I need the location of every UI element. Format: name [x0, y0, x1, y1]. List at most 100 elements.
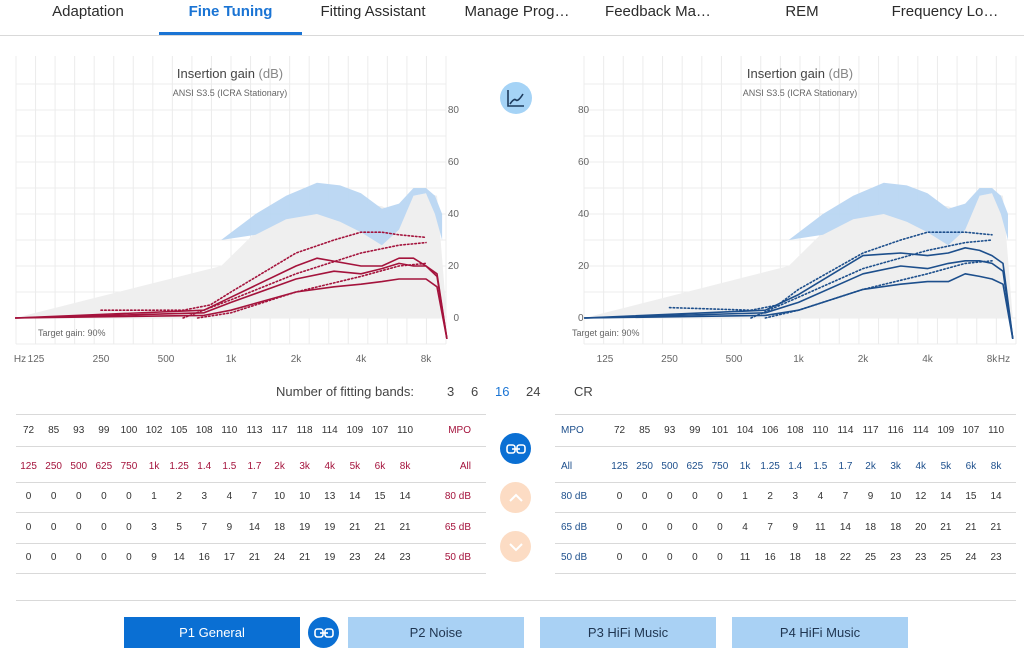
left-gain50-cell[interactable]: 21 — [299, 552, 311, 563]
left-mpo-cell[interactable]: 110 — [221, 425, 238, 436]
right-gain50-cell[interactable]: 18 — [789, 552, 801, 563]
right-gain80-cell[interactable]: 0 — [692, 491, 698, 502]
right-gain65-cell[interactable]: 0 — [666, 522, 673, 533]
right-gain50-cell[interactable]: 11 — [739, 552, 751, 563]
left-gain65-cell[interactable]: 21 — [374, 522, 386, 533]
left-gain50-cell[interactable]: 16 — [198, 552, 210, 563]
fitting-bands-option-24[interactable]: 24 — [526, 384, 541, 399]
left-gain65-cell[interactable]: 9 — [226, 522, 233, 533]
left-gain80-cell[interactable]: 15 — [374, 491, 386, 502]
right-gain80-cell[interactable]: 3 — [792, 491, 799, 502]
left-gain50-cell[interactable]: 0 — [101, 552, 107, 563]
right-gain65-cell[interactable]: 21 — [990, 522, 1002, 533]
left-mpo-cell[interactable]: 114 — [321, 425, 338, 436]
tab-manage-programs[interactable]: Manage Prog… — [464, 3, 570, 20]
left-gain50-cell[interactable]: 21 — [248, 552, 260, 563]
right-freq-cell[interactable]: 250 — [636, 461, 653, 472]
left-mpo-cell[interactable]: 105 — [170, 425, 188, 436]
link-programs-button[interactable] — [308, 617, 339, 648]
left-freq-cell[interactable]: 5k — [349, 461, 361, 472]
left-gain65-cell[interactable]: 7 — [201, 522, 208, 533]
right-gain80-cell[interactable]: 0 — [666, 491, 673, 502]
right-gain65-cell[interactable]: 11 — [815, 522, 826, 533]
right-gain65-cell[interactable]: 4 — [742, 522, 748, 533]
curve-view-toggle-button[interactable] — [500, 82, 532, 114]
right-mpo-cell[interactable]: 114 — [837, 425, 854, 436]
left-mpo-cell[interactable]: 107 — [371, 425, 389, 436]
left-mpo-cell[interactable]: 113 — [246, 425, 263, 436]
left-mpo-cell[interactable]: 99 — [98, 425, 110, 436]
left-gain50-cell[interactable]: 17 — [223, 552, 235, 563]
right-gain65-cell[interactable]: 20 — [915, 522, 927, 533]
right-mpo-cell[interactable]: 106 — [761, 425, 779, 436]
right-gain50-cell[interactable]: 0 — [717, 552, 723, 563]
right-gain80-cell[interactable]: 14 — [940, 491, 952, 502]
right-freq-cell[interactable]: 1.7 — [838, 461, 853, 472]
left-gain50-cell[interactable]: 24 — [273, 552, 286, 563]
left-gain80-cell[interactable]: 14 — [349, 491, 361, 502]
right-gain50-cell[interactable]: 25 — [940, 552, 952, 563]
right-mpo-cell[interactable]: 101 — [711, 425, 729, 436]
right-freq-cell[interactable]: 6k — [965, 461, 977, 472]
tab-fitting-assistant[interactable]: Fitting Assistant — [320, 3, 426, 20]
left-gain65-cell[interactable]: 0 — [75, 522, 82, 533]
right-gain50-cell[interactable]: 23 — [915, 552, 927, 563]
left-gain65-cell[interactable]: 21 — [399, 522, 411, 533]
right-mpo-cell[interactable]: 110 — [812, 425, 829, 436]
right-gain65-cell[interactable]: 0 — [717, 522, 723, 533]
right-gain80-cell[interactable]: 15 — [965, 491, 977, 502]
left-freq-cell[interactable]: 1.5 — [222, 461, 237, 472]
right-gain80-cell[interactable]: 9 — [867, 491, 874, 502]
program-p2-button[interactable]: P2 Noise — [348, 617, 524, 648]
right-gain80-cell[interactable]: 0 — [641, 491, 648, 502]
right-mpo-cell[interactable]: 109 — [937, 425, 955, 436]
right-gain65-cell[interactable]: 0 — [692, 522, 698, 533]
left-gain80-cell[interactable]: 0 — [50, 491, 57, 502]
left-gain80-cell[interactable]: 10 — [273, 491, 286, 502]
right-gain50-cell[interactable]: 23 — [990, 552, 1002, 563]
right-freq-cell[interactable]: 125 — [611, 461, 628, 472]
left-gain80-cell[interactable]: 2 — [176, 491, 182, 502]
left-gain50-cell[interactable]: 14 — [173, 552, 185, 563]
left-mpo-cell[interactable]: 93 — [73, 425, 85, 436]
left-freq-cell[interactable]: 500 — [70, 461, 88, 472]
left-gain65-cell[interactable]: 3 — [151, 522, 157, 533]
right-freq-cell[interactable]: 1k — [739, 461, 751, 472]
right-freq-cell[interactable]: 5k — [940, 461, 952, 472]
compression-ratio-toggle[interactable]: CR — [574, 384, 593, 399]
right-gain50-cell[interactable]: 16 — [764, 552, 776, 563]
right-freq-cell[interactable]: 750 — [711, 461, 729, 472]
left-mpo-cell[interactable]: 117 — [271, 425, 288, 436]
right-gain65-cell[interactable]: 0 — [641, 522, 648, 533]
left-gain50-cell[interactable]: 0 — [50, 552, 57, 563]
tab-fine-tuning[interactable]: Fine Tuning — [159, 0, 302, 35]
left-gain80-cell[interactable]: 14 — [399, 491, 411, 502]
right-freq-cell[interactable]: 625 — [686, 461, 704, 472]
right-freq-cell[interactable]: 500 — [661, 461, 679, 472]
program-p1-button[interactable]: P1 General — [124, 617, 300, 648]
right-gain80-cell[interactable]: 1 — [742, 491, 748, 502]
fitting-bands-option-16[interactable]: 16 — [495, 384, 510, 399]
left-freq-cell[interactable]: 125 — [20, 461, 37, 472]
tab-frequency-lowering[interactable]: Frequency Lo… — [891, 3, 999, 20]
right-gain65-cell[interactable]: 0 — [616, 522, 623, 533]
left-mpo-cell[interactable]: 102 — [145, 425, 163, 436]
right-gain50-cell[interactable]: 22 — [839, 552, 851, 563]
left-freq-cell[interactable]: 1k — [148, 461, 160, 472]
left-gain65-cell[interactable]: 5 — [176, 522, 182, 533]
right-mpo-cell[interactable]: 93 — [664, 425, 676, 436]
left-gain80-cell[interactable]: 0 — [25, 491, 32, 502]
right-gain65-cell[interactable]: 18 — [864, 522, 877, 533]
program-p3-button[interactable]: P3 HiFi Music — [540, 617, 716, 648]
right-mpo-cell[interactable]: 108 — [786, 425, 804, 436]
left-mpo-cell[interactable]: 118 — [296, 425, 313, 436]
right-gain65-cell[interactable]: 9 — [792, 522, 799, 533]
left-freq-cell[interactable]: 4k — [324, 461, 336, 472]
left-gain65-cell[interactable]: 19 — [324, 522, 336, 533]
left-gain65-cell[interactable]: 21 — [349, 522, 361, 533]
right-gain50-cell[interactable]: 18 — [814, 552, 826, 563]
decrease-gain-button[interactable] — [500, 531, 531, 562]
right-freq-cell[interactable]: 1.25 — [760, 461, 780, 472]
left-gain65-cell[interactable]: 0 — [126, 522, 132, 533]
right-mpo-cell[interactable]: 85 — [639, 425, 651, 436]
